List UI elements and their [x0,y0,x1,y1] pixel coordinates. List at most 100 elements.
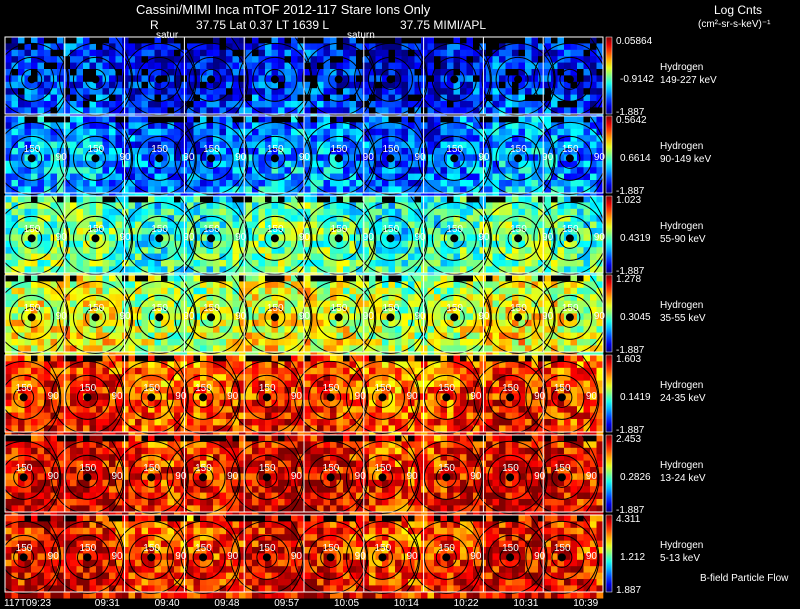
heatmap-cell [557,88,565,95]
heatmap-cell [291,202,298,210]
heatmap-cell [356,75,363,83]
contour-ring [367,215,413,261]
heatmap-cell [583,37,591,44]
heatmap-cell [395,208,402,216]
heatmap-cell [141,228,149,235]
heatmap-cell [460,281,467,289]
heatmap-cell [167,75,175,83]
contour-ring [0,280,69,354]
heatmap-cell [70,62,77,70]
heatmap-cell [531,287,539,295]
heatmap-cell [343,300,350,308]
heatmap-cell [63,186,71,194]
heatmap-cell [115,196,123,203]
heatmap-cell [252,345,259,353]
heatmap-cell [265,281,272,289]
heatmap-cell [375,148,383,155]
heatmap-cell [96,247,103,254]
heatmap-cell [193,101,201,108]
heatmap-cell [5,107,12,115]
field-center-dot [91,313,100,322]
heatmap-cell [213,81,220,89]
heatmap-cell [518,240,526,248]
heatmap-cell [395,247,402,254]
heatmap-cell [583,307,591,314]
heatmap-cell [395,94,402,102]
heatmap-cell [193,135,201,142]
heatmap-cell [518,294,526,301]
heatmap-cell [538,196,545,203]
heatmap-cell [343,339,350,346]
heatmap-cell [577,345,584,353]
heatmap-cell [102,326,110,333]
heatmap-cell [343,202,350,210]
heatmap-cell [362,300,370,308]
heatmap-cell [310,167,318,174]
heatmap-cell [330,260,337,267]
heatmap-cell [37,180,45,187]
heatmap-cell [258,167,266,174]
heatmap-cell [109,247,116,254]
heatmap-cell [245,202,253,210]
field-center-dot [207,75,216,84]
heatmap-cell [570,345,578,353]
heatmap-cell [245,221,253,229]
heatmap-cell [466,339,474,346]
heatmap-cell [11,128,19,136]
heatmap-cell [544,345,552,353]
heatmap-cell [336,319,344,327]
heatmap-cell [76,101,84,108]
heatmap-cell [473,101,480,108]
heatmap-cell [564,319,571,327]
heatmap-cell [44,275,51,282]
heatmap-cell [213,287,220,295]
heatmap-cell [297,196,305,203]
heatmap-cell [245,122,253,130]
heatmap-cell [453,240,461,248]
heatmap-cell [167,202,175,210]
heatmap-cell [336,307,344,314]
heatmap-cell [57,122,64,130]
heatmap-cell [24,56,32,63]
heatmap-cell [76,94,84,102]
contour-ring [58,280,132,354]
heatmap-cell [24,266,32,274]
heatmap-cell [102,167,110,174]
heatmap-cell [284,101,292,108]
heatmap-cell [453,62,461,70]
heatmap-cell [76,107,84,115]
heatmap-cell [271,294,279,301]
field-center-dot [514,234,523,243]
heatmap-cell [362,260,370,267]
heatmap-cell [37,141,45,149]
heatmap-cell [128,247,136,254]
heatmap-cell [96,116,103,123]
heatmap-cell [323,81,331,89]
heatmap-cell [440,141,448,149]
heatmap-cell [239,215,246,222]
heatmap-cell [427,275,435,282]
heatmap-cell [284,49,292,57]
heatmap-cell [512,215,519,222]
heatmap-cell [193,326,201,333]
heatmap-cell [44,221,51,229]
heatmap-cell [57,62,64,70]
heatmap-cell [245,75,253,83]
heatmap-cell [154,81,162,89]
heatmap-cell [304,180,311,187]
heatmap-cell [297,88,305,95]
heatmap-cell [44,186,51,194]
heatmap-cell [330,266,337,274]
heatmap-cell [219,81,227,89]
heatmap-cell [245,88,253,95]
heatmap-cell [141,253,149,261]
heatmap-cell [76,196,84,203]
heatmap-cell [343,332,350,340]
heatmap-cell [271,266,279,274]
heatmap-cell [590,62,597,70]
heatmap-cell [11,234,19,242]
heatmap-cell [109,180,116,187]
heatmap-cell [427,247,435,254]
heatmap-cell [167,215,175,222]
heatmap-cell [37,167,45,174]
